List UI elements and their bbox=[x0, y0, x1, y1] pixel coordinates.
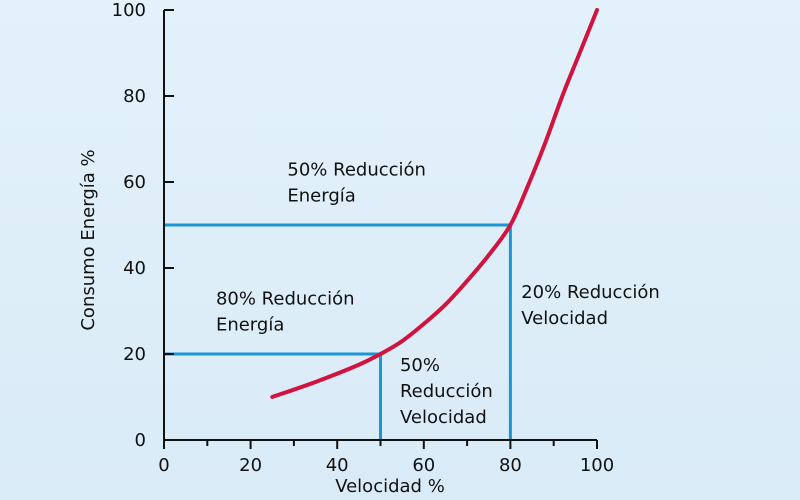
x-ticks-layer: 0 20 40 60 80 100 bbox=[158, 440, 614, 476]
x-axis-label: Velocidad % bbox=[335, 476, 445, 497]
annotation-50-energia-line-1: Energía bbox=[287, 186, 355, 207]
annotations-layer: 50% Reducción Energía 80% Reducción Energía… bbox=[216, 160, 660, 429]
y-tick-label-20: 20 bbox=[123, 344, 146, 365]
annotation-80-energia-line-1: Energía bbox=[216, 315, 284, 336]
annotation-50-velocidad-line-1: Reducción bbox=[400, 381, 493, 402]
y-tick-label-0: 0 bbox=[135, 430, 146, 451]
y-tick-label-40: 40 bbox=[123, 258, 146, 279]
x-tick-label-20: 20 bbox=[239, 455, 262, 476]
annotation-50-velocidad: 50% Reducción Velocidad bbox=[400, 355, 493, 428]
y-tick-label-100: 100 bbox=[112, 0, 146, 21]
annotation-50-velocidad-line-2: Velocidad bbox=[400, 407, 487, 428]
series-line-0 bbox=[270, 8, 599, 399]
guides-layer bbox=[164, 223, 512, 440]
annotation-80-energia-line-0: 80% Reducción bbox=[216, 289, 355, 310]
annotation-20-velocidad-line-0: 20% Reducción bbox=[521, 282, 660, 303]
annotation-50-velocidad-line-0: 50% bbox=[400, 355, 440, 376]
x-tick-label-0: 0 bbox=[158, 455, 169, 476]
annotation-50-energia: 50% Reducción Energía bbox=[287, 160, 426, 207]
annotation-50-energia-line-0: 50% Reducción bbox=[287, 160, 426, 181]
curve-layer bbox=[270, 8, 599, 399]
x-tick-label-100: 100 bbox=[580, 455, 614, 476]
x-tick-label-80: 80 bbox=[499, 455, 522, 476]
y-tick-label-80: 80 bbox=[123, 86, 146, 107]
annotation-20-velocidad-line-1: Velocidad bbox=[521, 308, 608, 329]
annotation-80-energia: 80% Reducción Energía bbox=[216, 289, 355, 336]
x-tick-label-60: 60 bbox=[412, 455, 435, 476]
y-ticks-layer: 0 20 40 60 80 100 bbox=[112, 0, 174, 451]
y-tick-label-60: 60 bbox=[123, 172, 146, 193]
y-axis-label: Consumo Energía % bbox=[78, 149, 99, 330]
x-tick-label-40: 40 bbox=[326, 455, 349, 476]
annotation-20-velocidad: 20% Reducción Velocidad bbox=[521, 282, 660, 329]
